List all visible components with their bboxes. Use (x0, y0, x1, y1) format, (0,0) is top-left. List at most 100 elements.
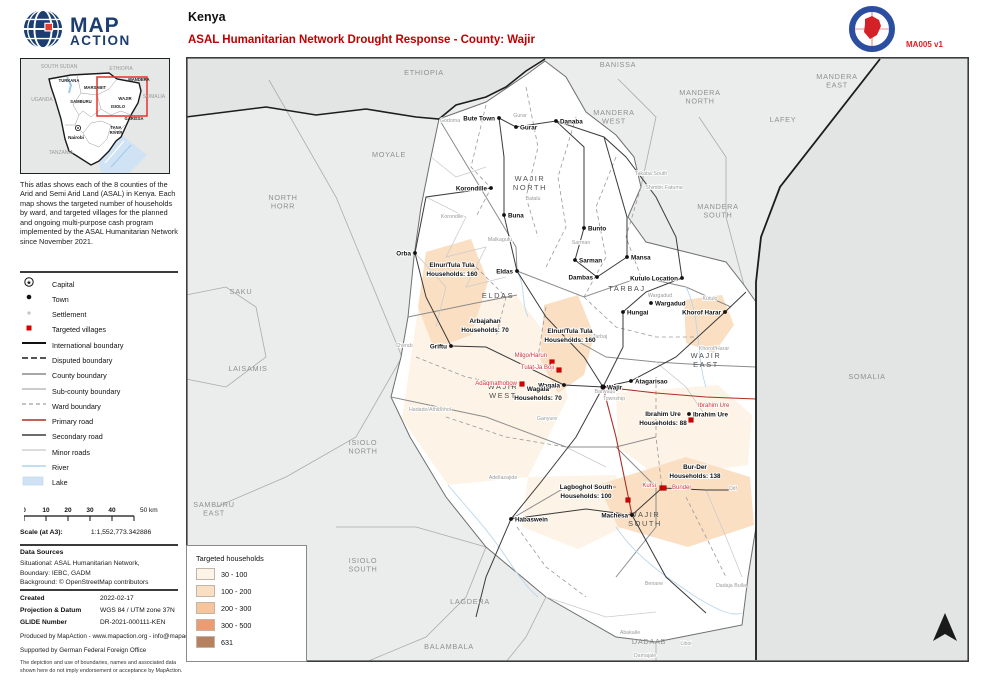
svg-text:Sarman: Sarman (572, 240, 591, 246)
inset-country-labels: SOUTH SUDAN ETHIOPIA UGANDA SOMALIA TANZANIA (31, 64, 165, 156)
targeted-households-legend: Targeted households 30 - 100 100 - 200 200… (186, 545, 307, 662)
svg-text:TANA: TANA (110, 125, 121, 130)
svg-text:ETHIOPIA: ETHIOPIA (404, 68, 444, 77)
subcounty-symbol-icon (22, 382, 52, 400)
legend-item-label: Town (52, 294, 69, 304)
town-dot (621, 310, 625, 314)
svg-text:GARISSA: GARISSA (124, 116, 143, 121)
households-class-swatch (196, 619, 215, 631)
wajir-county-map-canvas: ETHIOPIA BANISSA MANDERA WEST MANDERA NORTH MA… (186, 57, 969, 662)
ethiopia-region (186, 57, 545, 119)
svg-text:Takaba South: Takaba South (635, 171, 667, 177)
svg-text:Tulat-Ja Boji: Tulat-Ja Boji (521, 365, 554, 371)
svg-text:LAGDERA: LAGDERA (450, 597, 490, 606)
svg-text:SOUTH SUDAN: SOUTH SUDAN (41, 64, 78, 70)
legend-item-county: County boundary (22, 371, 178, 381)
household-callouts-layer: Elnur/Tula Tula Households: 160 Elnur/Tula… (425, 261, 722, 501)
map-reference-number: MA005 v1 (906, 40, 943, 49)
svg-text:Adellasajide: Adellasajide (489, 475, 518, 481)
main-map: ETHIOPIA BANISSA MANDERA WEST MANDERA NORTH MA… (186, 57, 969, 662)
town-dot (595, 275, 599, 279)
svg-text:MANDERA: MANDERA (128, 77, 149, 82)
svg-text:WAJIR: WAJIR (118, 96, 131, 101)
legend-item-label: River (52, 463, 69, 473)
svg-text:Bute Town: Bute Town (463, 115, 495, 122)
svg-text:Danaba: Danaba (560, 118, 583, 125)
legend-item-intl: International boundary (22, 340, 178, 350)
kenya-locator-inset-map: SOUTH SUDAN ETHIOPIA UGANDA SOMALIA TANZANIA… (20, 58, 170, 174)
svg-text:Township: Township (603, 396, 625, 402)
svg-text:Gurar: Gurar (513, 113, 527, 119)
targeted-wards-layer (402, 239, 754, 549)
inset-capital-symbol (75, 125, 82, 132)
svg-text:Dambas: Dambas (569, 274, 594, 281)
svg-text:Adaqmathobow: Adaqmathobow (475, 381, 517, 387)
divider (20, 544, 178, 546)
town-dot (497, 116, 501, 120)
town-dot (582, 226, 586, 230)
svg-text:Tarbaj: Tarbaj (593, 334, 607, 340)
village-symbol-icon (22, 321, 52, 339)
households-class-label: 100 - 200 (221, 586, 252, 596)
scale-ratio: Scale (at A3): 1:1,552,773.342886 (20, 529, 152, 536)
legend-item-label: Targeted villages (52, 325, 106, 335)
town-dot (629, 379, 633, 383)
secondary-roads-layer (414, 117, 747, 618)
svg-text:TURKANA: TURKANA (59, 78, 80, 83)
households-legend-row: 300 - 500 (196, 619, 300, 631)
svg-text:Godoma: Godoma (440, 118, 460, 124)
legend-item-primary: Primary road (22, 417, 178, 427)
river-symbol-icon (22, 459, 52, 477)
town-dot (489, 186, 493, 190)
asal-network-logo-icon (849, 6, 895, 57)
svg-text:TANZANIA: TANZANIA (49, 150, 74, 156)
svg-text:Bunto: Bunto (588, 225, 606, 232)
households-class-label: 200 - 300 (221, 603, 252, 613)
town-symbol-icon (22, 290, 52, 308)
svg-text:Ibrahim Ure: Ibrahim Ure (698, 403, 730, 409)
legend-item-capital: ★ Capital (22, 277, 178, 289)
svg-text:Wagala: Wagala (538, 382, 560, 389)
svg-text:Shimbir Fatuma: Shimbir Fatuma (645, 185, 682, 191)
svg-text:Cherab: Cherab (395, 343, 412, 349)
households-class-swatch (196, 602, 215, 614)
legend-item-label: International boundary (52, 340, 124, 350)
ward-symbol-icon (22, 397, 52, 415)
town-dot (449, 344, 453, 348)
svg-text:Kutulo Location: Kutulo Location (630, 275, 678, 282)
town-dot (554, 119, 558, 123)
svg-text:Wajir: Wajir (607, 384, 623, 391)
svg-text:Malkagufu: Malkagufu (488, 237, 512, 243)
page-title-map: ASAL Humanitarian Network Drought Respon… (188, 34, 535, 46)
divider (20, 589, 178, 591)
targeted-village-square (688, 417, 694, 423)
svg-text:ELDAS: ELDAS (482, 291, 514, 300)
town-dot (509, 517, 513, 521)
svg-text:Bunder: Bunder (672, 485, 691, 491)
svg-text:Ganyure: Ganyure (537, 416, 557, 422)
svg-text:SOMALIA: SOMALIA (848, 372, 885, 381)
somalia-region (756, 57, 969, 662)
svg-text:Wargadud: Wargadud (655, 300, 686, 307)
svg-text:Korondile: Korondile (441, 214, 463, 220)
svg-text:Damajale: Damajale (634, 653, 656, 659)
targeted-village-square (519, 381, 525, 387)
town-dot (630, 513, 634, 517)
lake-symbol-icon (22, 474, 52, 492)
households-legend-row: 200 - 300 (196, 602, 300, 614)
targeted-village-square (556, 367, 562, 373)
legend-item-town: Town (22, 294, 178, 304)
targeted-village-square (549, 359, 555, 365)
svg-text:Liboi: Liboi (680, 641, 691, 647)
settlement-labels-layer: Godoma Gurar Takaba South Shimbir Fatuma Bat… (395, 112, 747, 660)
legend-item-label: Disputed boundary (52, 355, 113, 365)
svg-text:Eldas: Eldas (496, 268, 513, 275)
